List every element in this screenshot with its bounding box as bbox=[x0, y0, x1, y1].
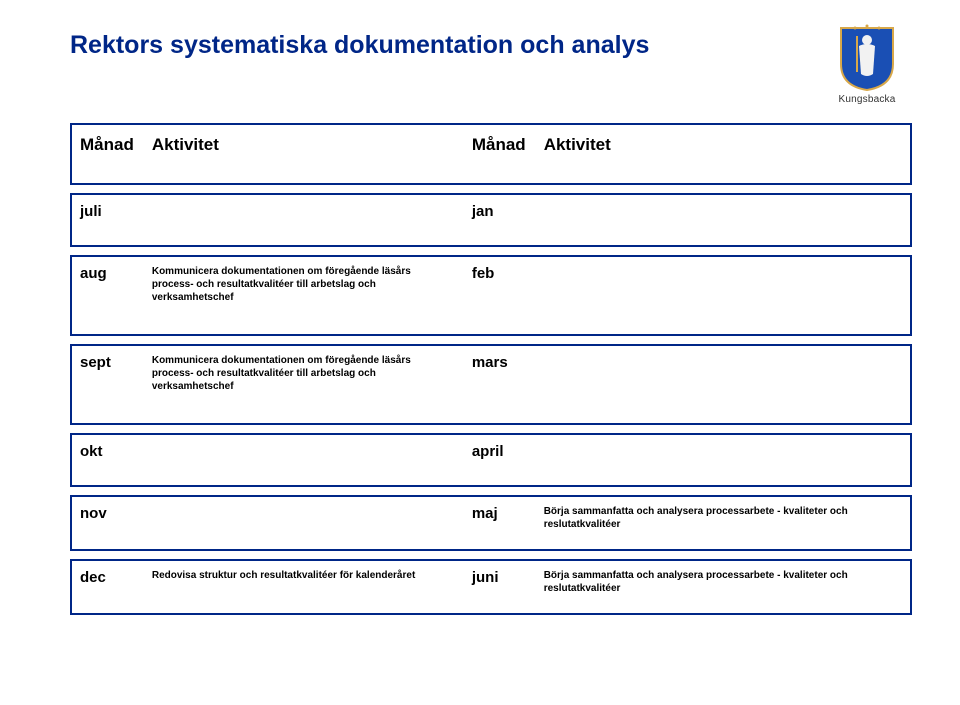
month-cell: feb bbox=[472, 265, 495, 282]
logo: Kungsbacka bbox=[822, 24, 912, 105]
month-cell: nov bbox=[80, 505, 107, 522]
table-header-row: Månad Aktivitet Månad Aktivitet bbox=[70, 123, 912, 185]
activity-cell: Redovisa struktur och resultatkvalitéer … bbox=[152, 569, 454, 582]
table-row: nov maj Börja sammanfatta och analysera … bbox=[70, 495, 912, 551]
header-month-1: Månad bbox=[80, 135, 134, 154]
table-row: dec Redovisa struktur och resultatkvalit… bbox=[70, 559, 912, 615]
month-cell: juni bbox=[472, 569, 499, 586]
month-cell: aug bbox=[80, 265, 107, 282]
month-cell: sept bbox=[80, 354, 111, 371]
logo-label: Kungsbacka bbox=[822, 94, 912, 105]
table-row: aug Kommunicera dokumentationen om föreg… bbox=[70, 255, 912, 336]
table-row: sept Kommunicera dokumentationen om före… bbox=[70, 344, 912, 425]
month-cell: okt bbox=[80, 443, 103, 460]
table-row: okt april bbox=[70, 433, 912, 487]
activity-cell: Kommunicera dokumentationen om föregåend… bbox=[152, 354, 454, 393]
activity-cell: Börja sammanfatta och analysera processa… bbox=[544, 569, 900, 595]
month-cell: jan bbox=[472, 203, 494, 220]
header-month-2: Månad bbox=[472, 135, 526, 154]
page-root: Rektors systematiska dokumentation och a… bbox=[0, 0, 960, 705]
header-activity-2: Aktivitet bbox=[544, 135, 611, 154]
activity-cell: Börja sammanfatta och analysera processa… bbox=[544, 505, 900, 531]
page-title: Rektors systematiska dokumentation och a… bbox=[70, 24, 649, 60]
plan-table: Månad Aktivitet Månad Aktivitet juli jan… bbox=[70, 115, 912, 623]
header: Rektors systematiska dokumentation och a… bbox=[70, 24, 912, 105]
header-activity-1: Aktivitet bbox=[152, 135, 219, 154]
month-cell: mars bbox=[472, 354, 508, 371]
table-row: juli jan bbox=[70, 193, 912, 247]
month-cell: maj bbox=[472, 505, 498, 522]
month-cell: juli bbox=[80, 203, 102, 220]
month-cell: april bbox=[472, 443, 504, 460]
activity-cell: Kommunicera dokumentationen om föregåend… bbox=[152, 265, 454, 304]
month-cell: dec bbox=[80, 569, 106, 586]
plan-table-wrap: Månad Aktivitet Månad Aktivitet juli jan… bbox=[70, 115, 912, 623]
kungsbacka-crest-icon bbox=[837, 24, 897, 92]
